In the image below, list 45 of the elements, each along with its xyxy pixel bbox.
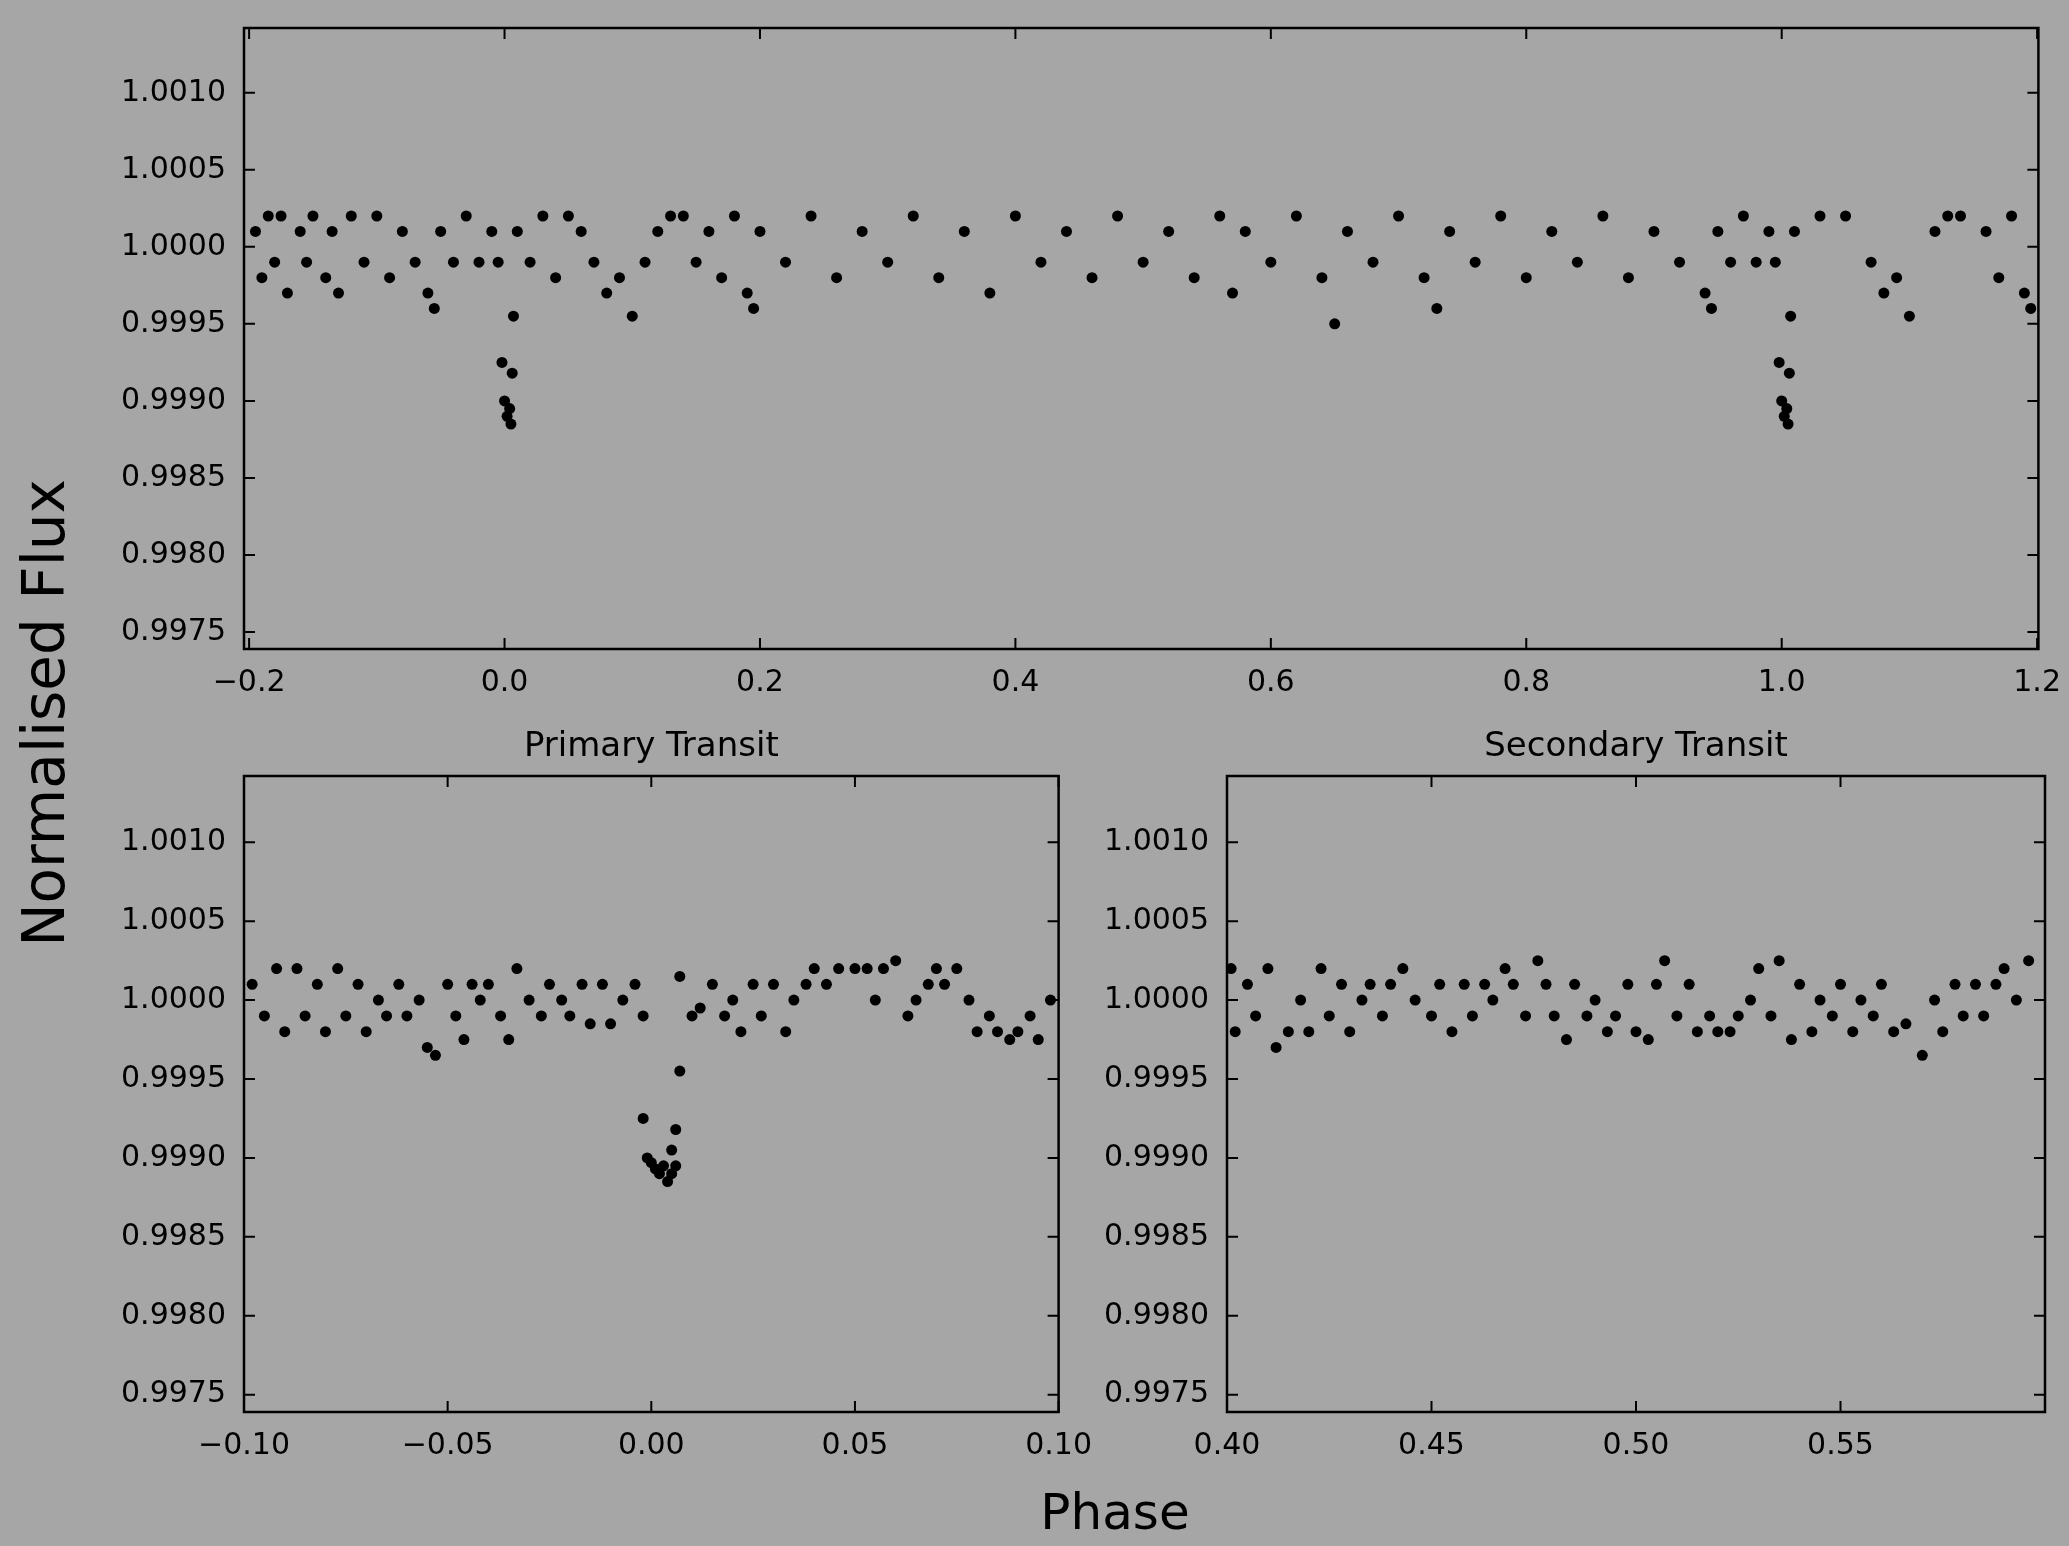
y-tick-label: 1.0005 [1104,900,1209,936]
y-tick-label: 0.9985 [121,457,226,493]
y-tick-label: 0.9995 [1104,1058,1209,1094]
y-tick-label: 0.9985 [1104,1216,1209,1252]
x-tick-label: 0.2 [736,662,784,698]
y-tick-label: 0.9980 [121,1295,226,1331]
y-tick-label: 0.9995 [121,303,226,339]
y-tick-label: 1.0005 [121,900,226,936]
y-tick-label: 0.9990 [1104,1137,1209,1173]
x-tick-label: 0.45 [1398,1425,1465,1461]
chart-title: Primary Transit [523,723,779,764]
y-tick-label: 0.9980 [1104,1295,1209,1331]
y-tick-label: 0.9975 [121,1374,226,1410]
x-tick-label: 0.05 [821,1425,889,1461]
y-tick-label: 1.0000 [1104,979,1209,1015]
y-tick-label: 0.9975 [121,611,226,647]
y-tick-label: 1.0010 [121,72,226,108]
y-tick-label: 0.9990 [121,380,226,416]
chart-title: Secondary Transit [1484,723,1788,764]
x-tick-label: 0.4 [991,662,1040,698]
x-tick-label: 0.0 [480,662,529,698]
x-tick-label: 0.10 [1025,1425,1092,1461]
y-axis-title: Normalised Flux [10,479,78,947]
x-tick-label: 0.50 [1602,1425,1670,1461]
x-tick-label: −0.10 [198,1425,290,1461]
y-tick-label: 0.9990 [121,1137,226,1173]
y-tick-label: 0.9995 [121,1058,226,1094]
y-tick-label: 1.0000 [121,979,226,1015]
y-tick-label: 0.9980 [121,534,226,570]
y-tick-label: 1.0010 [1104,822,1209,858]
y-tick-label: 1.0010 [121,822,226,858]
x-tick-label: 0.40 [1193,1425,1261,1461]
x-tick-label: 0.00 [617,1425,685,1461]
x-tick-label: 0.55 [1807,1425,1874,1461]
x-tick-label: 0.8 [1502,662,1551,698]
x-axis-title: Phase [1040,1483,1190,1541]
y-tick-label: 1.0000 [121,226,226,262]
x-tick-label: 1.2 [2013,662,2061,698]
y-tick-label: 1.0005 [121,149,226,185]
x-tick-label: 1.0 [1757,662,1806,698]
x-tick-label: 0.6 [1246,662,1295,698]
x-tick-label: −0.2 [212,662,286,698]
x-tick-label: −0.05 [401,1425,494,1461]
y-tick-label: 0.9985 [121,1216,226,1252]
y-tick-label: 0.9975 [1104,1374,1209,1410]
